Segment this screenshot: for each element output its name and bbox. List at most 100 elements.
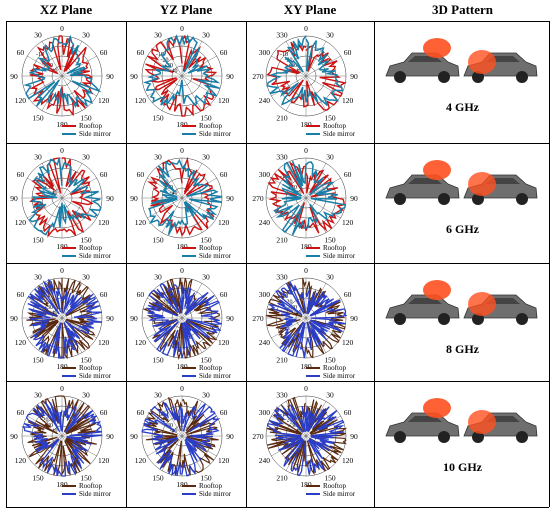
radiation-lobe (423, 38, 451, 58)
angle-tick-label: 180 (300, 120, 312, 129)
angle-tick-label: 30 (82, 152, 90, 161)
radial-tick-label: -40 (170, 191, 178, 197)
legend-label-side-mirror: Side mirror (323, 372, 356, 380)
table-border-left (6, 21, 7, 507)
angle-tick-label: 30 (154, 390, 162, 399)
angle-tick-label: 0 (60, 384, 64, 393)
angle-tick-label: 150 (152, 114, 164, 123)
legend-label-rooftop: Rooftop (199, 244, 222, 252)
frequency-label: 8 GHz (446, 342, 479, 356)
angle-tick-label: 60 (344, 48, 352, 57)
angle-tick-label: 60 (17, 48, 25, 57)
polar-grid-spoke (147, 197, 183, 219)
rooftop-trace (144, 34, 218, 117)
polar-grid-spoke (161, 163, 183, 199)
angle-tick-label: 180 (56, 120, 68, 129)
polar-grid-spoke (305, 197, 341, 219)
angle-tick-label: 120 (98, 456, 110, 465)
angle-tick-label: 30 (202, 152, 210, 161)
plot-legend: Rooftop Side mirror (306, 482, 355, 498)
angle-tick-label: 60 (137, 48, 145, 57)
angle-tick-label: 270 (252, 314, 264, 323)
polar-grid-spoke (27, 197, 63, 219)
radiation-lobe (423, 160, 451, 180)
radial-tick-label: -20 (161, 418, 169, 424)
angle-tick-label: 120 (135, 338, 147, 347)
radial-tick-label: -10 (280, 412, 288, 418)
angle-tick-label: 300 (259, 290, 271, 299)
angle-tick-label: 120 (342, 218, 354, 227)
polar-grid-spoke (271, 317, 307, 339)
polar-grid-spoke (305, 41, 327, 77)
angle-tick-label: 60 (220, 48, 228, 57)
polar-svg: 0306090120150180210240270300330-40-30-20… (252, 146, 358, 251)
angle-tick-label: 0 (180, 266, 184, 275)
angle-tick-label: 90 (350, 432, 358, 441)
car-wheel (516, 313, 528, 325)
radial-tick-label: -30 (45, 305, 53, 311)
car-3d-side-mirror (460, 280, 550, 330)
angle-tick-label: 120 (98, 338, 110, 347)
angle-tick-label: 150 (152, 236, 164, 245)
angle-tick-label: 60 (100, 290, 108, 299)
angle-tick-label: 180 (176, 242, 188, 251)
angle-tick-label: 30 (154, 30, 162, 39)
angle-tick-label: 0 (304, 146, 308, 155)
angle-tick-label: 330 (276, 272, 288, 281)
car-3d-rooftop (382, 280, 512, 330)
polar-plot-yz-row1: 0306090120150180150120906030-40-30-20-10… (126, 22, 246, 140)
angle-tick-label: 60 (220, 408, 228, 417)
angle-tick-label: 180 (176, 120, 188, 129)
polar-grid-spoke (271, 75, 307, 97)
car-wheel (438, 71, 450, 83)
legend-swatch-side-mirror (62, 493, 76, 495)
radial-tick-label: -10 (36, 52, 44, 58)
polar-grid-spoke (147, 177, 183, 199)
car-3d-rooftop (382, 38, 512, 88)
legend-label-side-mirror: Side mirror (323, 252, 356, 260)
car-wheel (438, 193, 450, 205)
polar-svg: 0306090120150180150120906030-40-30-20-10 (10, 266, 114, 371)
side-mirror-trace (27, 278, 102, 360)
radial-tick-label: -40 (170, 429, 178, 435)
legend-label-rooftop: Rooftop (323, 482, 346, 490)
legend-swatch-rooftop (62, 247, 76, 249)
angle-tick-label: 120 (218, 96, 230, 105)
angle-tick-label: 30 (34, 30, 42, 39)
radiation-lobe (468, 292, 496, 316)
header-3d: 3D Pattern (431, 2, 493, 17)
plot-legend: Rooftop Side mirror (62, 364, 111, 380)
angle-tick-label: 180 (56, 362, 68, 371)
angle-tick-label: 330 (276, 152, 288, 161)
angle-tick-label: 330 (276, 390, 288, 399)
angle-tick-label: 180 (56, 242, 68, 251)
angle-tick-label: 60 (137, 408, 145, 417)
polar-grid-spoke (305, 177, 341, 199)
polar-plot-xy-row4: 0306090120150180210240270300330-40-30-20… (250, 382, 370, 500)
angle-tick-label: 30 (326, 390, 334, 399)
angle-tick-label: 150 (80, 474, 92, 483)
car-3d-rooftop (382, 398, 512, 448)
radiation-lobe (423, 398, 451, 418)
polar-plot-xy-row1: 0306090120150180210240270300330-40-30-20… (250, 22, 370, 140)
plot-legend: Rooftop Side mirror (306, 244, 355, 260)
polar-grid-spoke (41, 197, 63, 233)
radial-tick-label: -30 (45, 185, 53, 191)
polar-plot-xy-row3: 0306090120150180210240270300330-40-30-20… (250, 264, 370, 382)
angle-tick-label: 60 (344, 170, 352, 179)
angle-tick-label: 150 (200, 236, 212, 245)
radial-tick-label: -40 (294, 311, 302, 317)
side-mirror-trace (268, 281, 348, 359)
car-wheel (438, 313, 450, 325)
angle-tick-label: 120 (218, 338, 230, 347)
angle-tick-label: 180 (300, 480, 312, 489)
polar-plot-xz-row4: 0306090120150180150120906030-40-30-20-10… (6, 382, 126, 500)
legend-swatch-rooftop (182, 367, 196, 369)
polar-svg: 0306090120150180210240270300330-40-30-20… (252, 384, 358, 489)
car-wheel (472, 313, 484, 325)
polar-plot-xy-row2: 0306090120150180210240270300330-40-30-20… (250, 144, 370, 262)
car-wheel (472, 71, 484, 83)
angle-tick-label: 60 (220, 170, 228, 179)
angle-tick-label: 120 (218, 456, 230, 465)
